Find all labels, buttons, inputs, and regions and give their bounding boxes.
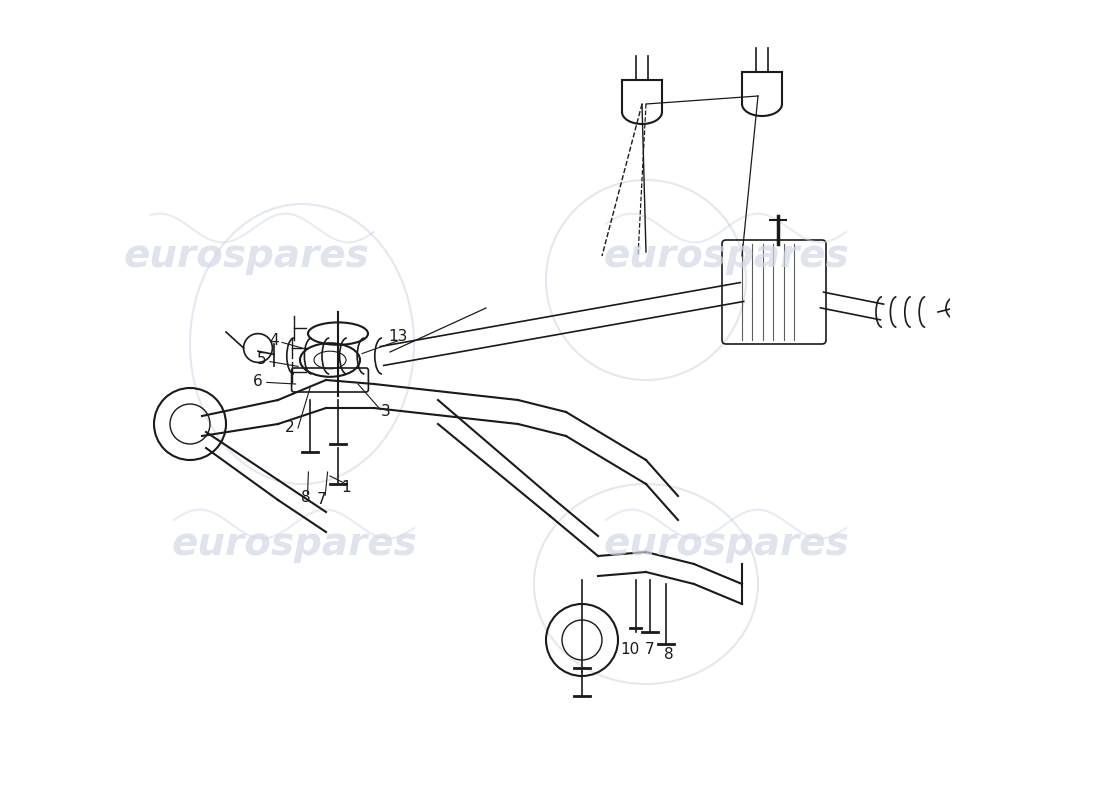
Text: 8: 8 xyxy=(663,647,673,662)
Text: 4: 4 xyxy=(270,333,278,347)
Text: 10: 10 xyxy=(620,642,639,657)
Text: 13: 13 xyxy=(388,329,408,343)
Text: eurospares: eurospares xyxy=(123,237,369,275)
Text: 3: 3 xyxy=(381,405,390,419)
Text: 7: 7 xyxy=(317,493,327,507)
Text: 7: 7 xyxy=(645,642,654,657)
Text: 8: 8 xyxy=(301,490,311,505)
Text: 6: 6 xyxy=(253,374,263,389)
Text: eurospares: eurospares xyxy=(603,525,849,563)
Text: eurospares: eurospares xyxy=(603,237,849,275)
Text: 2: 2 xyxy=(285,421,295,435)
Text: 1: 1 xyxy=(341,481,351,495)
Text: eurospares: eurospares xyxy=(172,525,417,563)
Text: 5: 5 xyxy=(257,353,267,367)
